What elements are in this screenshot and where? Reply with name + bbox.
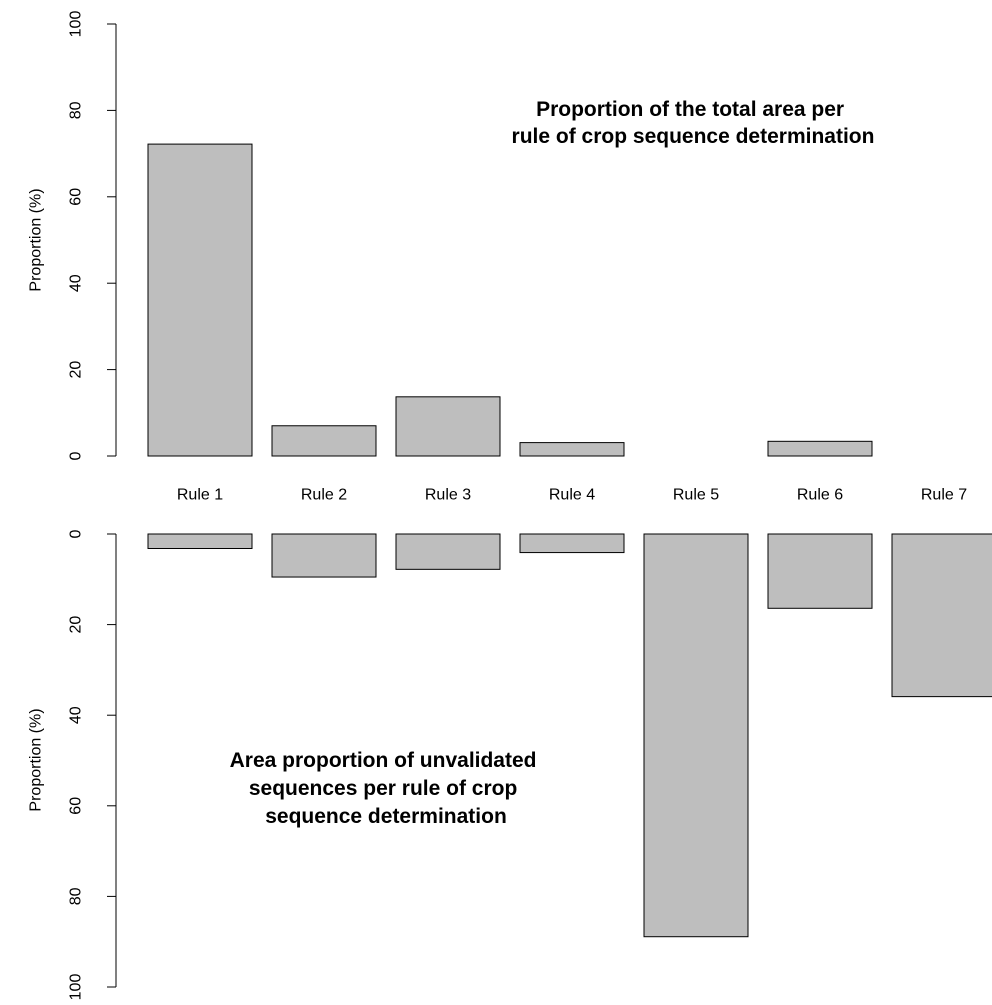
category-label: Rule 2 <box>301 487 347 504</box>
bottom-y-tick-label: 60 <box>68 797 85 815</box>
top-bar <box>519 442 625 457</box>
top-y-axis-label: Proportion (%) <box>28 188 45 291</box>
top-y-ticks: 0 20 40 60 80 100 <box>68 11 116 460</box>
bottom-chart-title-line: Area proportion of unvalidated <box>230 749 537 772</box>
top-bar <box>271 425 377 457</box>
bottom-bar <box>519 533 625 554</box>
top-y-tick-label: 40 <box>68 274 85 292</box>
category-label: Rule 4 <box>549 487 595 504</box>
top-chart-title-line: rule of crop sequence determination <box>512 125 875 148</box>
bottom-bar <box>147 533 253 549</box>
top-panel: 0 20 40 60 80 100 Proportion (%) Proportion o… <box>28 11 875 461</box>
bottom-y-tick-label: 40 <box>68 706 85 724</box>
bottom-y-tick-label: 100 <box>68 974 85 1001</box>
category-label: Rule 7 <box>921 487 967 504</box>
top-chart-title-line: Proportion of the total area per <box>536 98 844 121</box>
top-y-tick-label: 0 <box>68 451 85 460</box>
bottom-panel: 0 20 40 60 80 100 Proportion (%) Area proport… <box>28 529 992 1000</box>
category-label: Rule 5 <box>673 487 719 504</box>
top-bar <box>767 440 873 457</box>
category-label: Rule 3 <box>425 487 471 504</box>
bottom-bar <box>643 533 749 938</box>
category-labels: Rule 1 Rule 2 Rule 3 Rule 4 Rule 5 Rule 6 Rule… <box>177 487 967 504</box>
bottom-chart-title-line: sequences per rule of crop <box>249 777 517 800</box>
bottom-y-tick-label: 20 <box>68 616 85 634</box>
top-chart-title: Proportion of the total area per rule of… <box>512 98 875 148</box>
bottom-chart-title-line: sequence determination <box>265 805 507 828</box>
bottom-chart-title: Area proportion of unvalidated sequences… <box>230 749 543 828</box>
top-y-tick-label: 80 <box>68 101 85 119</box>
bottom-y-tick-label: 80 <box>68 887 85 905</box>
top-bars <box>147 143 873 457</box>
bottom-y-axis-label: Proportion (%) <box>28 708 45 811</box>
bottom-bar <box>767 533 873 609</box>
category-label: Rule 1 <box>177 487 223 504</box>
bottom-y-tick-label: 0 <box>68 529 85 538</box>
top-y-tick-label: 20 <box>68 361 85 379</box>
top-y-tick-label: 60 <box>68 188 85 206</box>
top-bar <box>395 396 501 457</box>
bottom-bars <box>147 533 992 938</box>
bottom-bar <box>395 533 501 570</box>
category-label: Rule 6 <box>797 487 843 504</box>
top-y-tick-label: 100 <box>68 11 85 38</box>
bottom-bar <box>891 533 992 698</box>
bottom-y-ticks: 0 20 40 60 80 100 <box>68 529 116 1001</box>
bottom-bar <box>271 533 377 578</box>
top-bar <box>147 143 253 457</box>
